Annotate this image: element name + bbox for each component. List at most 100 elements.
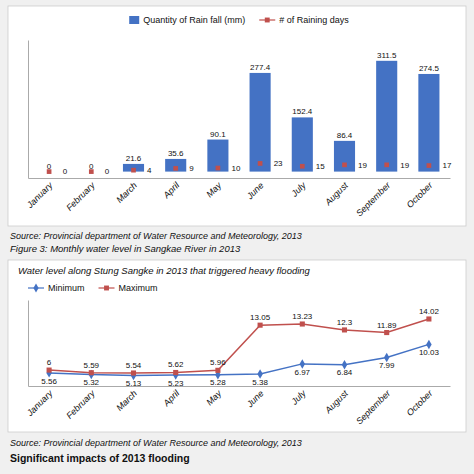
point-label: 5.62 bbox=[168, 360, 184, 369]
point-label: 6 bbox=[47, 358, 52, 367]
x-tick-label: May bbox=[204, 388, 223, 407]
point bbox=[300, 164, 305, 169]
point-label: 0 bbox=[105, 167, 110, 176]
x-axis-line bbox=[29, 178, 451, 179]
heading: Significant impacts of 2013 flooding bbox=[10, 452, 190, 464]
series-line bbox=[49, 319, 429, 373]
x-tick: June bbox=[244, 386, 266, 410]
point-label: 5.59 bbox=[84, 361, 100, 370]
x-tick-label: February bbox=[64, 180, 97, 213]
x-tick-label: April bbox=[161, 388, 182, 409]
bar-label: 274.5 bbox=[419, 64, 440, 73]
bar bbox=[207, 140, 228, 172]
point bbox=[173, 166, 178, 171]
series-line bbox=[49, 344, 429, 375]
bar bbox=[250, 73, 271, 172]
legend-label: Maximum bbox=[119, 283, 158, 293]
x-tick-label: March bbox=[114, 180, 139, 205]
x-tick: September bbox=[354, 178, 393, 218]
bar-label: 311.5 bbox=[377, 51, 397, 60]
point-label: 6.84 bbox=[337, 368, 353, 377]
bar-label: 0 bbox=[47, 162, 52, 171]
bar-label: 152.4 bbox=[292, 107, 313, 116]
legend-item: Minimum bbox=[28, 283, 85, 293]
x-tick: October bbox=[405, 178, 435, 210]
point bbox=[216, 166, 221, 171]
point-label: 5.32 bbox=[84, 378, 100, 387]
x-tick: January bbox=[24, 386, 55, 419]
y-axis-line bbox=[28, 301, 29, 387]
x-tick: May bbox=[204, 178, 223, 199]
bar bbox=[165, 159, 186, 172]
y-axis bbox=[28, 301, 29, 387]
legend-marker bbox=[104, 286, 109, 291]
point bbox=[384, 162, 389, 167]
point bbox=[258, 161, 263, 166]
legend-label: Quantity of Rain fall (mm) bbox=[143, 15, 245, 25]
point bbox=[258, 323, 263, 328]
point bbox=[384, 330, 389, 335]
bar-label: 86.4 bbox=[337, 131, 353, 140]
x-tick-label: February bbox=[64, 388, 97, 421]
legend: Quantity of Rain fall (mm) # of Raining d… bbox=[129, 15, 349, 25]
x-tick: March bbox=[114, 178, 139, 205]
x-tick-label: July bbox=[289, 388, 308, 407]
point-label: 5.13 bbox=[126, 379, 142, 388]
legend: Minimum Maximum bbox=[28, 283, 158, 293]
panel: Figure 3: Monthly water level in Sangkae… bbox=[8, 243, 466, 464]
x-tick-label: January bbox=[24, 180, 55, 211]
x-axis: JanuaryFebruaryMarchAprilMayJuneJulyAugu… bbox=[24, 386, 450, 426]
bar-label: 35.6 bbox=[168, 149, 184, 158]
point-label: 10 bbox=[231, 164, 240, 173]
point-label: 7.99 bbox=[379, 361, 395, 370]
chart-title: Figure 3: Monthly water level in Sangkae… bbox=[10, 243, 241, 254]
x-tick-label: July bbox=[289, 180, 308, 199]
point-label: 13.05 bbox=[250, 313, 271, 322]
x-tick-label: September bbox=[354, 388, 393, 427]
point-label: 12.3 bbox=[337, 318, 353, 327]
legend-label: # of Raining days bbox=[279, 15, 349, 25]
x-tick-label: August bbox=[322, 180, 350, 208]
x-tick: June bbox=[244, 178, 266, 202]
point bbox=[215, 368, 220, 373]
x-tick-label: June bbox=[244, 180, 266, 202]
point-label: 0 bbox=[63, 167, 68, 176]
data-labels: 5.565.325.135.235.285.386.976.847.9910.0… bbox=[41, 307, 439, 388]
point-label: 5.56 bbox=[41, 377, 57, 386]
point-label: 11.89 bbox=[377, 321, 397, 330]
point bbox=[173, 370, 178, 375]
point-label: 5.23 bbox=[168, 379, 184, 388]
source-note: Source: Provincial department of Water R… bbox=[10, 231, 302, 241]
point bbox=[131, 370, 136, 375]
point-label: 4 bbox=[147, 166, 152, 175]
plot-marks bbox=[47, 61, 440, 174]
point-label: 5.28 bbox=[210, 378, 226, 387]
point-label: 5.38 bbox=[252, 378, 268, 387]
bar-label: 0 bbox=[89, 162, 94, 171]
x-tick-label: June bbox=[244, 388, 266, 410]
point bbox=[342, 327, 347, 332]
point-label: 23 bbox=[274, 159, 283, 168]
bar bbox=[123, 164, 144, 172]
legend-item: # of Raining days bbox=[259, 15, 349, 25]
legend-marker bbox=[33, 283, 38, 292]
x-tick: May bbox=[204, 386, 223, 407]
data-labels: 0021.635.690.1277.4152.486.4311.5274.500… bbox=[47, 51, 452, 177]
bar-label: 21.6 bbox=[126, 154, 142, 163]
x-tick-label: January bbox=[24, 388, 55, 419]
point bbox=[426, 316, 431, 321]
panel-box bbox=[8, 6, 466, 226]
bar-label: 90.1 bbox=[210, 130, 226, 139]
point-label: 19 bbox=[400, 161, 409, 170]
legend-marker bbox=[265, 18, 270, 23]
x-tick: February bbox=[64, 178, 97, 213]
x-tick: March bbox=[114, 386, 139, 413]
legend-label: Minimum bbox=[48, 283, 85, 293]
point-label: 19 bbox=[358, 161, 367, 170]
x-tick: January bbox=[24, 178, 55, 211]
x-tick-label: April bbox=[161, 180, 182, 201]
point-label: 6.97 bbox=[295, 368, 311, 377]
x-tick: July bbox=[289, 178, 308, 199]
x-tick-label: September bbox=[354, 180, 393, 219]
x-tick: February bbox=[64, 386, 97, 421]
